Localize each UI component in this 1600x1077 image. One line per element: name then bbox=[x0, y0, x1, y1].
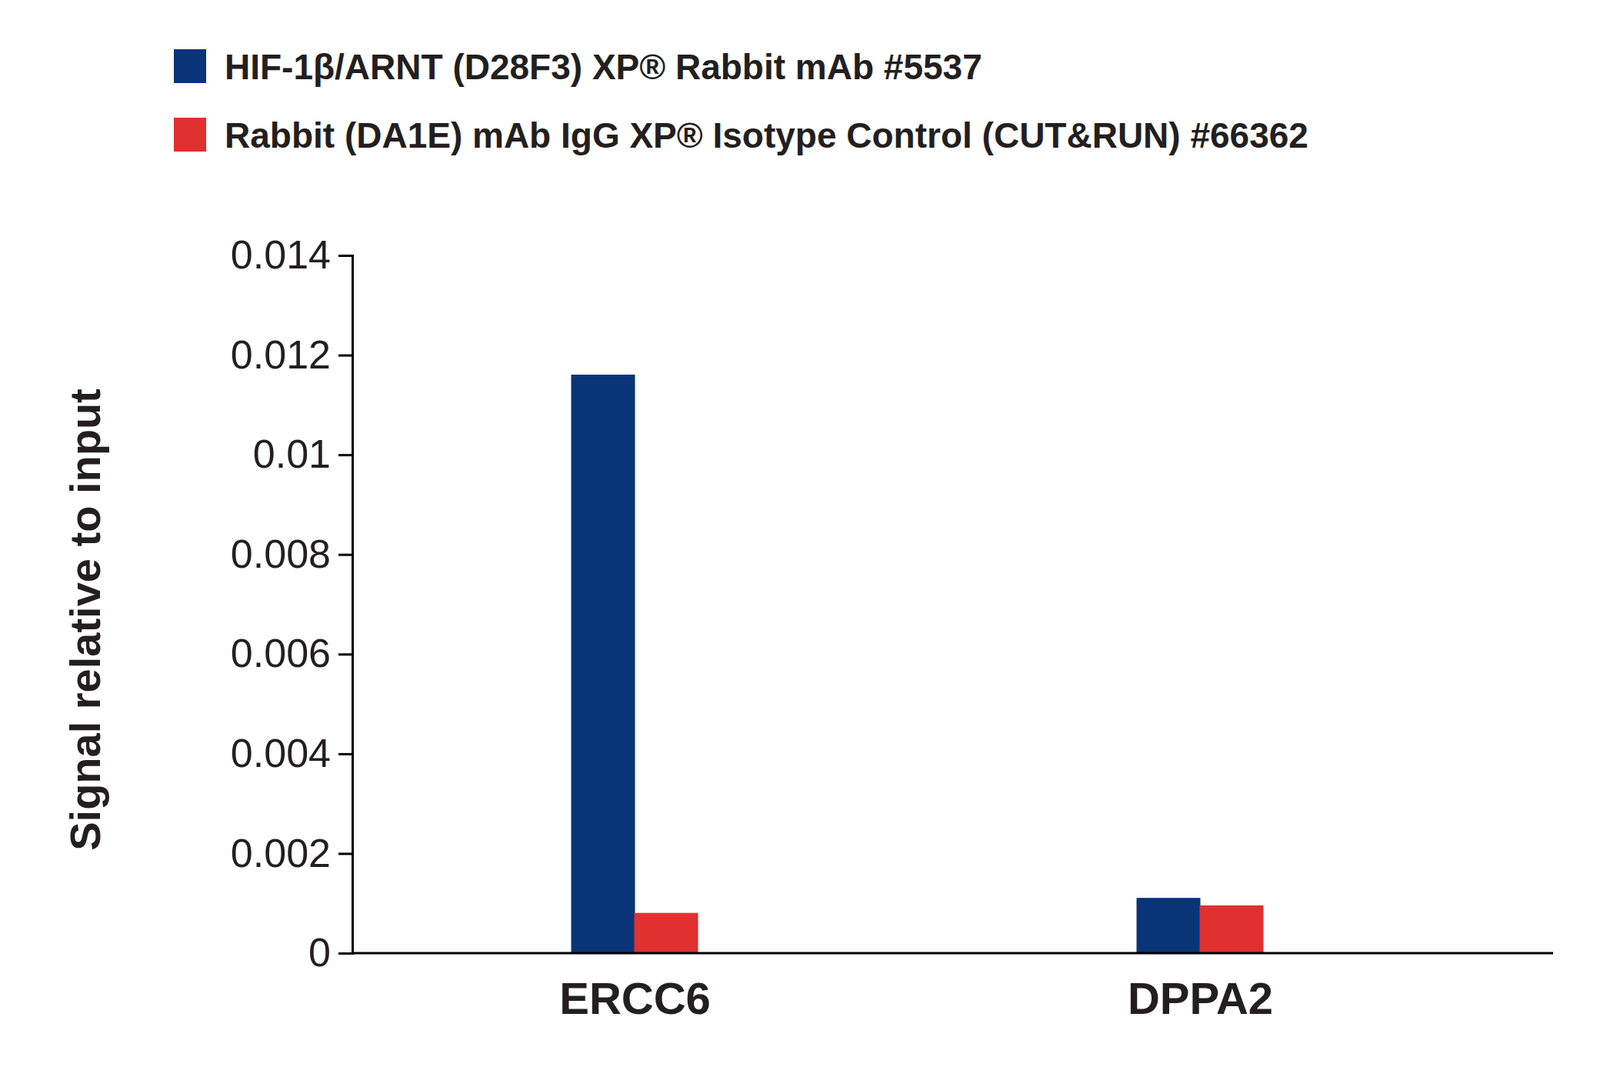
y-tick-mark bbox=[338, 852, 353, 855]
bars bbox=[571, 374, 1264, 954]
y-tick: 0.004 bbox=[230, 730, 353, 776]
y-tick-label: 0 bbox=[308, 930, 331, 975]
y-tick-mark bbox=[338, 254, 353, 257]
legend-swatch bbox=[173, 49, 207, 84]
y-tick: 0.01 bbox=[253, 431, 353, 477]
y-tick-mark bbox=[338, 453, 353, 457]
legend-label: Rabbit (DA1E) mAb IgG XP® Isotype Contro… bbox=[224, 115, 1309, 156]
y-tick-label: 0.006 bbox=[230, 630, 331, 676]
legend-label: HIF-1β/ARNT (D28F3) XP® Rabbit mAb #5537 bbox=[224, 46, 983, 87]
y-tick: 0.012 bbox=[230, 332, 353, 377]
x-tick-label: ERCC6 bbox=[559, 973, 711, 1024]
bar bbox=[1136, 898, 1200, 954]
y-tick-label: 0.01 bbox=[253, 431, 331, 477]
x-tick: ERCC6 bbox=[559, 953, 711, 1024]
y-tick-mark bbox=[338, 553, 353, 557]
y-tick: 0 bbox=[308, 930, 353, 975]
y-tick: 0.002 bbox=[230, 830, 353, 876]
x-tick-label: DPPA2 bbox=[1127, 973, 1274, 1024]
chart: 0 0.002 0.004 0.006 0.008 0.01 0.012 0.014 ERCC6… bbox=[0, 0, 1600, 1077]
y-tick-label: 0.002 bbox=[230, 830, 331, 876]
y-axis-title: Signal relative to input bbox=[60, 388, 110, 851]
x-axis: ERCC6 DPPA2 bbox=[352, 953, 1554, 1024]
y-tick-label: 0.004 bbox=[230, 730, 331, 776]
bar bbox=[571, 374, 635, 954]
legend: HIF-1β/ARNT (D28F3) XP® Rabbit mAb #5537… bbox=[173, 46, 1309, 156]
bar bbox=[1200, 905, 1264, 954]
y-tick: 0.014 bbox=[230, 232, 353, 277]
x-tick: DPPA2 bbox=[1127, 953, 1274, 1024]
y-axis: 0 0.002 0.004 0.006 0.008 0.01 0.012 0.014 bbox=[230, 232, 354, 975]
y-axis-line bbox=[338, 256, 354, 954]
y-tick-mark bbox=[338, 653, 353, 656]
y-tick: 0.008 bbox=[230, 531, 353, 577]
y-tick: 0.006 bbox=[230, 630, 353, 676]
y-tick-label: 0.008 bbox=[230, 531, 331, 577]
bar bbox=[634, 913, 698, 954]
x-axis-line bbox=[352, 952, 1554, 955]
y-tick-label: 0.014 bbox=[230, 232, 331, 277]
y-tick-label: 0.012 bbox=[230, 332, 331, 377]
legend-swatch bbox=[173, 117, 207, 152]
y-tick-mark bbox=[338, 952, 353, 955]
y-tick-mark bbox=[338, 753, 353, 756]
y-tick-mark bbox=[338, 354, 353, 357]
